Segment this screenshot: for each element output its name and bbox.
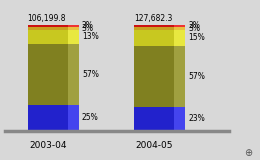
Text: 15%: 15% — [188, 33, 205, 42]
Bar — [28, 104, 68, 131]
Bar — [28, 24, 68, 27]
Bar — [174, 24, 185, 27]
Bar — [134, 24, 174, 27]
Bar — [68, 24, 79, 27]
Bar — [174, 27, 185, 30]
Text: 3%: 3% — [82, 24, 94, 33]
Text: 3%: 3% — [188, 24, 200, 33]
Bar — [28, 30, 68, 44]
Bar — [134, 27, 174, 30]
Bar — [134, 107, 174, 131]
Text: 13%: 13% — [82, 32, 99, 41]
Bar — [68, 30, 79, 44]
Text: 2%: 2% — [82, 21, 94, 30]
Bar — [174, 107, 185, 131]
Bar — [174, 30, 185, 46]
Text: 2%: 2% — [188, 21, 200, 30]
Bar — [68, 27, 79, 30]
Bar — [134, 46, 174, 107]
Text: 25%: 25% — [82, 113, 99, 122]
Bar — [174, 46, 185, 107]
Bar — [68, 104, 79, 131]
Text: 23%: 23% — [188, 114, 205, 123]
Bar — [28, 27, 68, 30]
Text: 57%: 57% — [188, 72, 205, 81]
Text: 127,682.3: 127,682.3 — [134, 14, 172, 24]
Text: 106,199.8: 106,199.8 — [28, 14, 66, 24]
Bar — [68, 44, 79, 104]
Bar — [134, 30, 174, 46]
Text: ⊕: ⊕ — [244, 148, 252, 158]
Bar — [28, 44, 68, 104]
Text: 57%: 57% — [82, 70, 99, 79]
